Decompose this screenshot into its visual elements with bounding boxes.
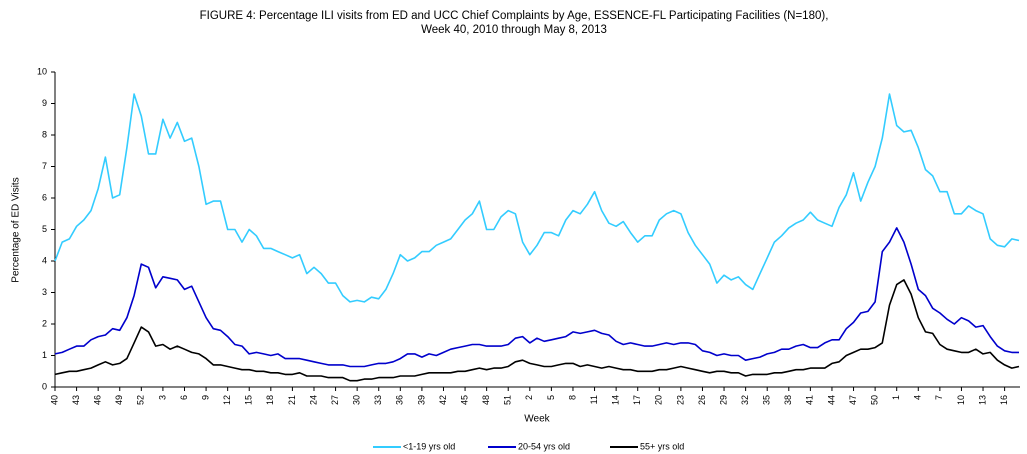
x-tick-label: 21 — [287, 395, 297, 405]
x-tick-label: 14 — [611, 395, 621, 405]
x-tick-label: 16 — [999, 395, 1009, 405]
x-tick-label: 24 — [308, 395, 318, 405]
legend-label: 20-54 yrs old — [518, 441, 570, 451]
y-tick-label: 9 — [42, 98, 47, 108]
y-tick-label: 6 — [42, 192, 47, 202]
x-tick-label: 26 — [697, 395, 707, 405]
y-tick-label: 4 — [42, 255, 47, 265]
chart-title: FIGURE 4: Percentage ILI visits from ED … — [200, 10, 829, 22]
x-tick-label: 33 — [373, 395, 383, 405]
x-tick-label: 42 — [438, 395, 448, 405]
x-tick-label: 35 — [762, 395, 772, 405]
x-tick-label: 7 — [934, 395, 944, 400]
x-tick-label: 51 — [503, 395, 513, 405]
series-line — [54, 93, 1020, 303]
x-tick-label: 48 — [481, 395, 491, 405]
x-tick-label: 11 — [589, 395, 599, 404]
x-tick-label: 13 — [977, 395, 987, 405]
series-line — [54, 227, 1019, 368]
x-tick-label: 4 — [913, 395, 923, 400]
x-tick-label: 6 — [179, 395, 189, 400]
chart-title: Week 40, 2010 through May 8, 2013 — [421, 24, 607, 36]
x-tick-label: 10 — [956, 395, 966, 405]
y-tick-label: 10 — [37, 66, 47, 76]
y-tick-label: 7 — [42, 161, 47, 171]
x-tick-label: 52 — [136, 395, 146, 405]
y-tick-label: 2 — [42, 318, 47, 328]
y-tick-label: 8 — [42, 129, 47, 139]
x-tick-label: 27 — [330, 395, 340, 405]
x-tick-label: 5 — [546, 395, 556, 400]
x-tick-label: 1 — [891, 395, 901, 400]
x-tick-label: 39 — [416, 395, 426, 405]
x-tick-label: 9 — [200, 395, 210, 400]
y-tick-label: 3 — [42, 287, 47, 297]
x-tick-label: 30 — [352, 395, 362, 405]
x-tick-label: 29 — [718, 395, 728, 405]
x-tick-label: 49 — [114, 395, 124, 405]
x-tick-label: 3 — [157, 395, 167, 400]
x-tick-label: 50 — [869, 395, 879, 405]
series-line — [54, 279, 1020, 382]
x-tick-label: 38 — [783, 395, 793, 405]
x-tick-label: 41 — [805, 395, 815, 405]
x-tick-label: 15 — [244, 395, 254, 405]
x-tick-label: 2 — [524, 395, 534, 400]
x-tick-label: 18 — [265, 395, 275, 405]
x-tick-label: 17 — [632, 395, 642, 405]
x-tick-label: 36 — [395, 395, 405, 405]
y-tick-label: 1 — [42, 350, 47, 360]
x-axis-label: Week — [524, 414, 550, 425]
x-tick-label: 43 — [71, 395, 81, 405]
x-tick-label: 44 — [826, 395, 836, 405]
legend-label: <1-19 yrs old — [403, 441, 455, 451]
x-tick-label: 40 — [49, 395, 59, 405]
x-tick-label: 32 — [740, 395, 750, 405]
x-tick-label: 8 — [567, 395, 577, 400]
x-tick-label: 23 — [675, 395, 685, 405]
x-tick-label: 47 — [848, 395, 858, 405]
y-tick-label: 5 — [42, 224, 47, 234]
y-axis-label: Percentage of ED Visits — [11, 177, 22, 282]
x-tick-label: 20 — [654, 395, 664, 405]
x-tick-label: 45 — [459, 395, 469, 405]
legend-label: 55+ yrs old — [640, 441, 684, 451]
y-tick-label: 0 — [42, 381, 47, 391]
x-tick-label: 12 — [222, 395, 232, 405]
x-tick-label: 46 — [93, 395, 103, 405]
